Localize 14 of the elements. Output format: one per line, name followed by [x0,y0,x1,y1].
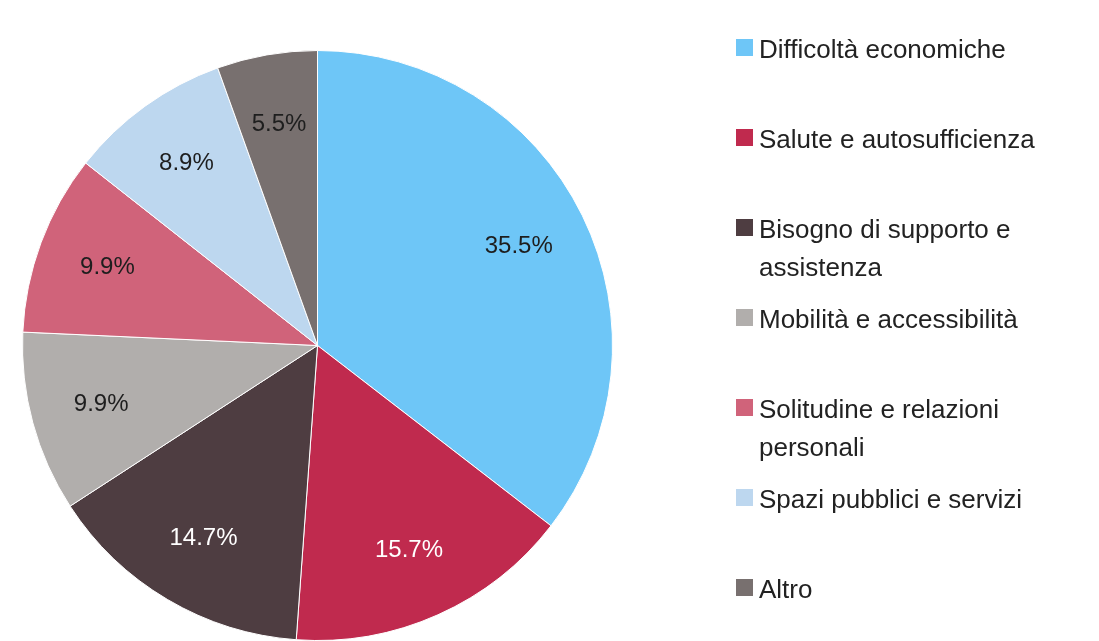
data-label: 9.9% [80,251,135,279]
data-label: 35.5% [484,231,553,259]
legend-label: Spazi pubblici e servizi [759,483,1023,516]
legend-label: Mobilità e accessibilità [759,303,1019,336]
data-label: 14.7% [169,523,238,551]
data-label: 5.5% [251,109,307,137]
legend-label: Difficoltà economiche [759,33,1007,66]
data-label: 15.7% [375,534,444,562]
data-label: 9.9% [73,388,129,416]
legend-label: Bisogno di supporto e assistenza [759,213,1012,284]
legend-label: Altro [759,573,814,606]
legend-label: Solitudine e relazioni personali [759,393,1000,464]
legend-label: Salute e autosufficienza [759,123,1036,156]
data-label: 8.9% [159,148,214,176]
